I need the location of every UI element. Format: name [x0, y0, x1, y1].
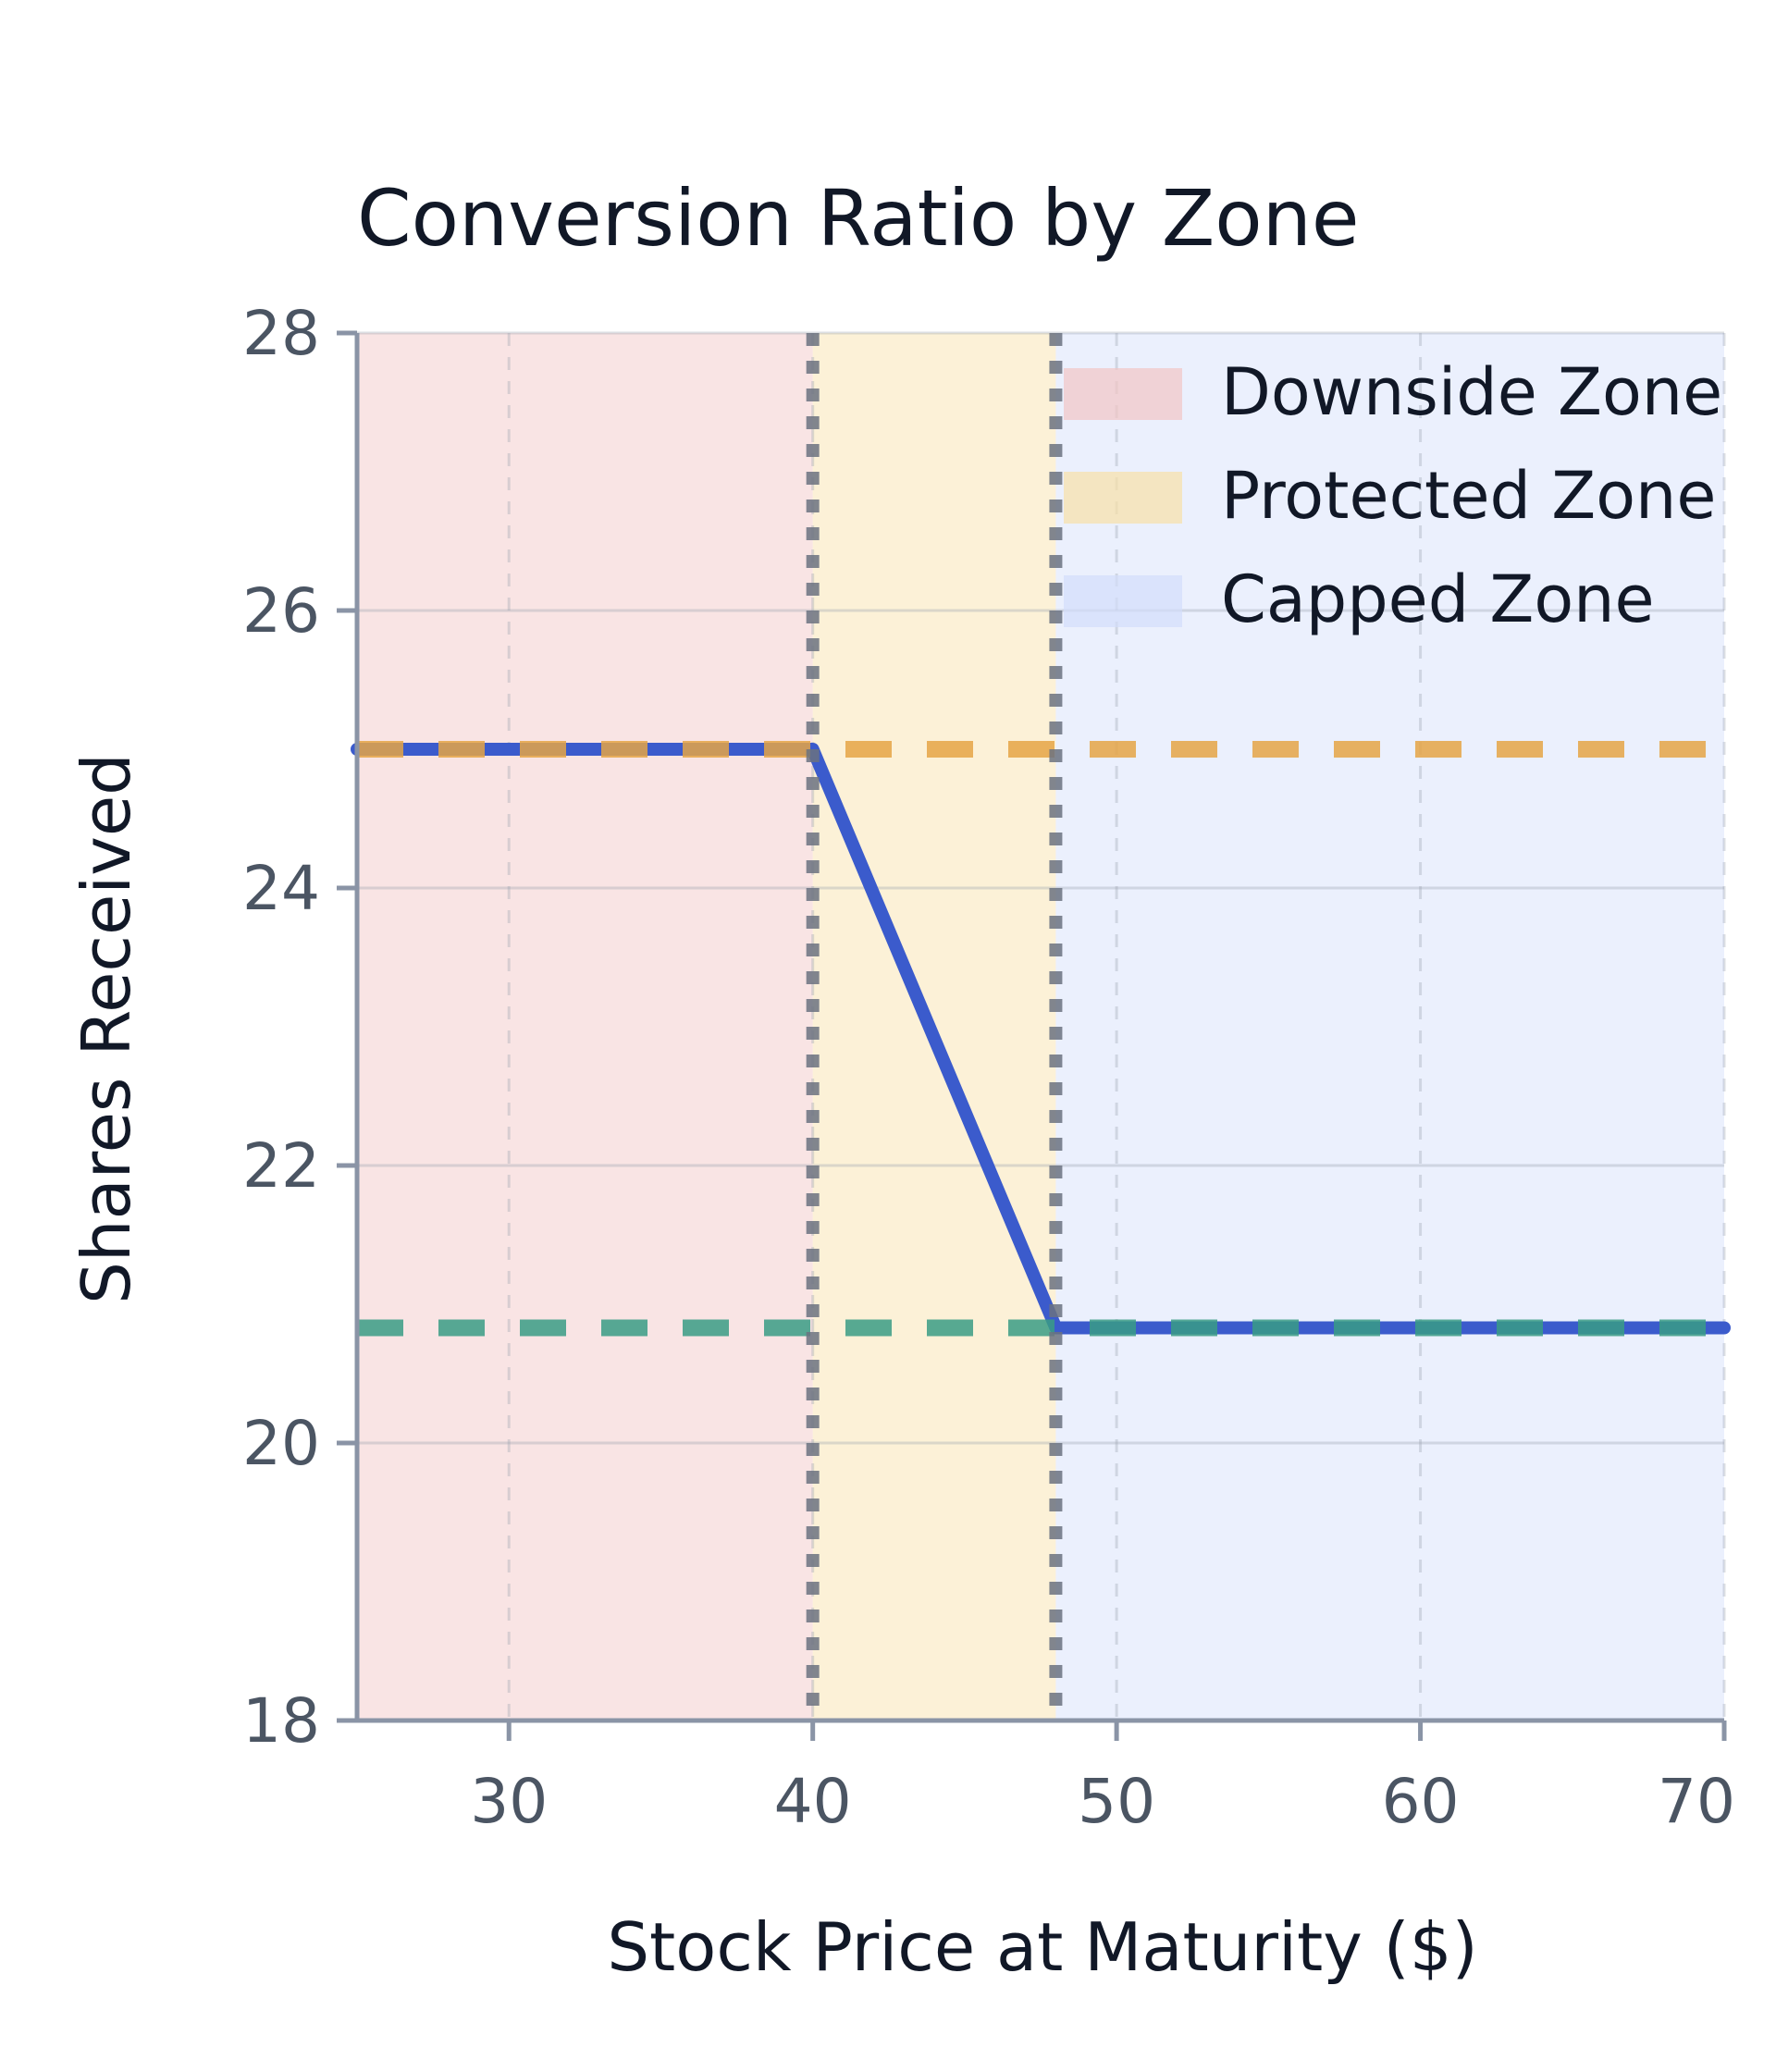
- ticks: 18 20 22 24 26 28 30 40 50 60 70: [242, 298, 1735, 1837]
- grid: [357, 331, 1726, 1722]
- zone-band-0: [357, 333, 813, 1720]
- y-tick-label-3: 24: [242, 853, 320, 924]
- x-tick-label-2: 50: [1078, 1766, 1155, 1837]
- x-tick-label-0: 30: [470, 1766, 548, 1837]
- y-tick-label-5: 28: [242, 298, 320, 369]
- series-group: [351, 743, 1731, 1335]
- zone-backgrounds: [357, 333, 1724, 1720]
- legend-swatch-2: [1064, 575, 1182, 627]
- y-tick-label-0: 18: [242, 1685, 320, 1757]
- y-axis-label: Shares Received: [68, 753, 145, 1304]
- reference-lines: [357, 333, 1724, 1720]
- x-tick-label-3: 60: [1382, 1766, 1460, 1837]
- zone-band-2: [1055, 333, 1724, 1720]
- legend-swatch-1: [1064, 472, 1182, 524]
- x-tick-label-4: 70: [1658, 1766, 1735, 1837]
- legend-swatch-0: [1064, 368, 1182, 420]
- legend-label-2: Capped Zone: [1221, 561, 1655, 637]
- y-tick-label-2: 22: [242, 1130, 320, 1202]
- x-axis-label: Stock Price at Maturity ($): [607, 1908, 1477, 1986]
- chart-title: Conversion Ratio by Zone: [357, 173, 1360, 264]
- legend: Downside Zone Protected Zone Capped Zone: [1064, 354, 1722, 637]
- x-tick-label-1: 40: [774, 1766, 852, 1837]
- axes: [354, 333, 1724, 1723]
- y-tick-label-1: 20: [242, 1408, 320, 1479]
- legend-label-1: Protected Zone: [1221, 458, 1716, 534]
- y-tick-label-4: 26: [242, 575, 320, 647]
- series-line-0: [351, 743, 1731, 1335]
- legend-label-0: Downside Zone: [1221, 354, 1722, 430]
